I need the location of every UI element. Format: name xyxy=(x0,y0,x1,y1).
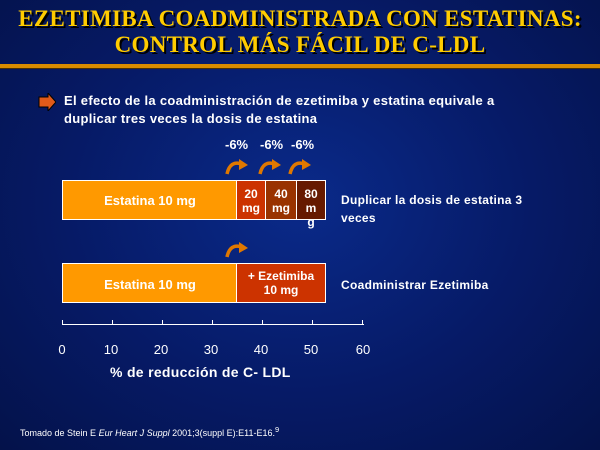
curved-arrow-icon xyxy=(225,242,248,258)
dose-20mg-segment: 20 mg xyxy=(236,180,266,220)
arrow-bullet-icon xyxy=(38,93,56,111)
axis-tick-label: 40 xyxy=(253,342,269,357)
slide-title: EZETIMIBA COADMINISTRADA CON ESTATINAS: … xyxy=(0,6,600,58)
title-divider-shadow xyxy=(0,68,600,69)
axis-tick xyxy=(212,320,213,325)
axis-tick xyxy=(112,320,113,325)
axis-tick xyxy=(62,320,63,325)
percent-label: -6% xyxy=(291,137,315,152)
axis-tick-label: 20 xyxy=(153,342,169,357)
reference-journal: Eur Heart J Suppl xyxy=(98,428,170,438)
bullet-text: El efecto de la coadministración de ezet… xyxy=(64,92,564,128)
ezetimiba-segment: + Ezetimiba 10 mg xyxy=(236,263,326,303)
axis-tick xyxy=(362,320,363,325)
dose-unit: mg xyxy=(272,201,290,215)
reference-prefix: Tomado de Stein E xyxy=(20,428,99,438)
axis-tick-label: 50 xyxy=(303,342,319,357)
dose-80mg-segment: 80 m g xyxy=(296,180,326,229)
percent-label: -6% xyxy=(225,137,249,152)
curved-arrow-icon xyxy=(288,159,311,175)
axis-tick xyxy=(312,320,313,325)
dose-unit: mg xyxy=(242,201,260,215)
reference-superscript: 9 xyxy=(275,425,280,434)
reference-suffix: 2001;3(suppl E):E11-E16. xyxy=(169,428,276,438)
statin-bar-label: Estatina 10 mg xyxy=(104,193,196,208)
bullet-line-1: El efecto de la coadministración de ezet… xyxy=(64,93,495,108)
dose-unit: g xyxy=(307,215,315,229)
curved-arrow-icon xyxy=(258,159,281,175)
axis-tick-label: 0 xyxy=(58,342,66,357)
dose-value: 40 xyxy=(274,187,288,201)
ezetimiba-dose: 10 mg xyxy=(263,283,299,297)
statin-bar-row2 xyxy=(62,263,238,303)
ezetimiba-label: + Ezetimiba xyxy=(247,269,315,283)
axis-tick xyxy=(262,320,263,325)
side-text-row1: Duplicar la dosis de estatina 3 veces xyxy=(341,191,522,227)
side-line-2: veces xyxy=(341,211,376,225)
dose-value: 80 xyxy=(304,187,318,201)
axis-tick xyxy=(162,320,163,325)
bullet-line-2: duplicar tres veces la dosis de estatina xyxy=(64,111,318,126)
axis-tick-label: 10 xyxy=(103,342,119,357)
axis-tick-label: 60 xyxy=(355,342,371,357)
axis-tick-label: 30 xyxy=(203,342,219,357)
dose-value: 20 xyxy=(244,187,258,201)
curved-arrow-icon xyxy=(225,159,248,175)
title-line-1: EZETIMIBA COADMINISTRADA CON ESTATINAS: xyxy=(18,6,582,31)
title-divider xyxy=(0,64,600,68)
dose-40mg-segment: 40 mg xyxy=(265,180,297,220)
side-text-row2: Coadministrar Ezetimiba xyxy=(341,278,489,292)
dose-unit: m xyxy=(305,201,317,215)
percent-label: -6% xyxy=(260,137,284,152)
reference-citation: Tomado de Stein E Eur Heart J Suppl 2001… xyxy=(20,425,279,438)
side-line-1: Duplicar la dosis de estatina 3 xyxy=(341,193,523,207)
x-axis-label: % de reducción de C- LDL xyxy=(110,364,291,380)
statin-bar-label: Estatina 10 mg xyxy=(104,277,196,292)
title-line-2: CONTROL MÁS FÁCIL DE C-LDL xyxy=(114,32,486,57)
x-axis-line xyxy=(62,324,364,325)
